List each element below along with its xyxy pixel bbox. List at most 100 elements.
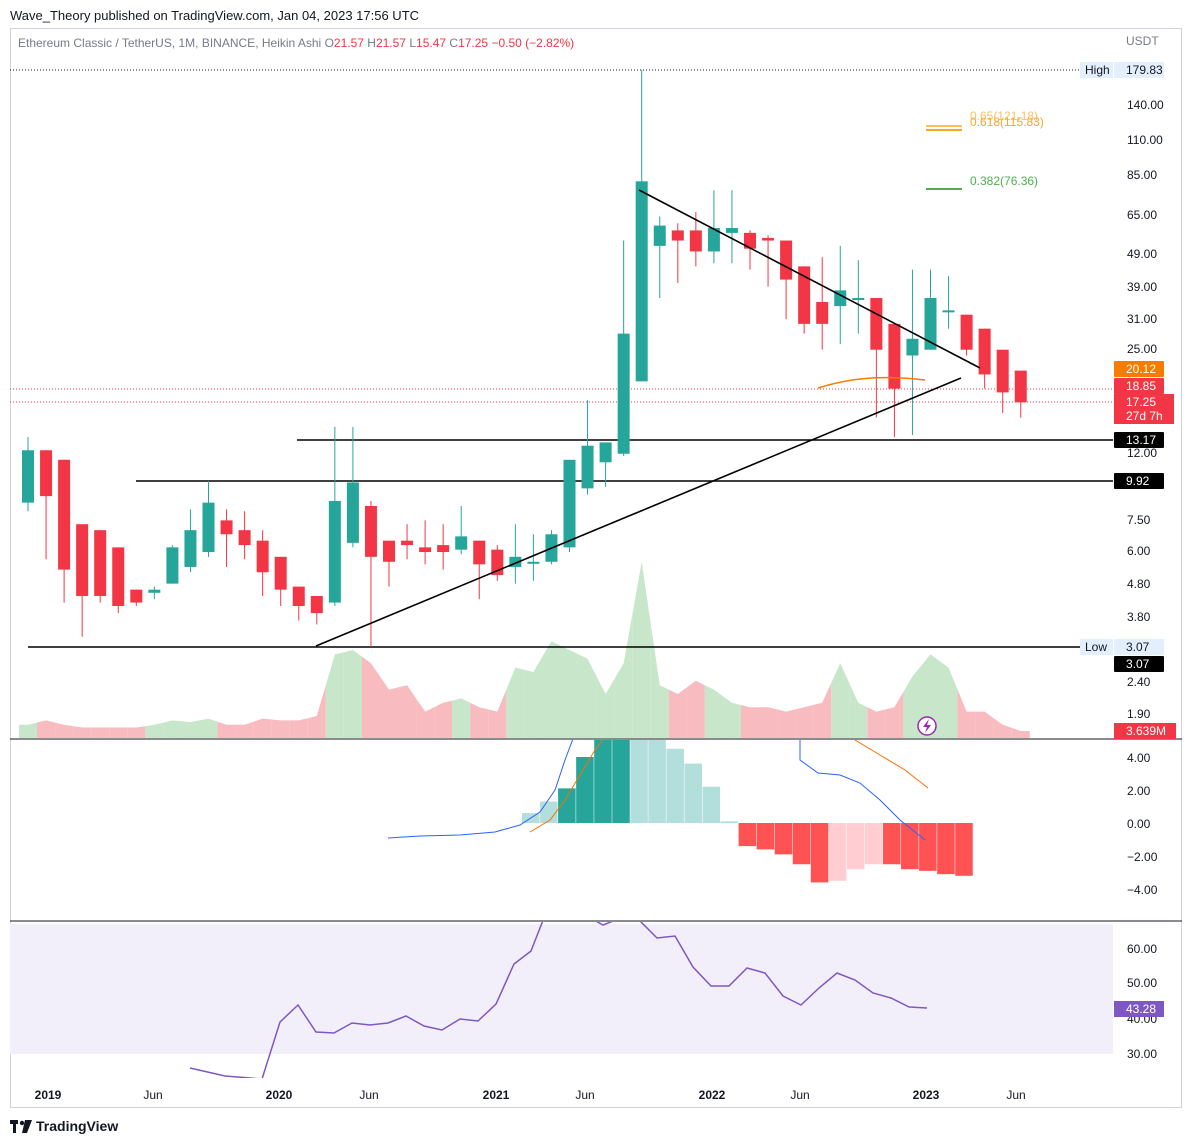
macd-histogram-bar (720, 821, 739, 823)
time-axis-tick: 2019 (35, 1088, 62, 1102)
volume-bar (307, 685, 326, 738)
candle[interactable] (22, 437, 34, 512)
volume-bar (271, 719, 290, 738)
macd-signal-line (529, 740, 929, 833)
candle-body (942, 310, 955, 313)
candle[interactable] (58, 459, 71, 603)
candle[interactable] (978, 328, 991, 389)
macd-histogram-bar (901, 823, 919, 870)
volume-bar (18, 722, 38, 738)
legend-symbol[interactable]: Ethereum Classic / TetherUS, 1M, BINANCE… (18, 36, 322, 50)
candle[interactable] (310, 595, 323, 625)
candle[interactable] (906, 269, 919, 435)
candle-body (906, 338, 919, 356)
ascending-trendline[interactable] (315, 377, 962, 647)
candle-body (455, 536, 468, 550)
price-axis-tick: 6.00 (1127, 544, 1151, 558)
volume-bar (488, 689, 507, 738)
candle[interactable] (148, 586, 161, 600)
candle[interactable] (762, 235, 775, 287)
price-axis-tick: 3.80 (1127, 610, 1151, 624)
candle-body (292, 586, 305, 606)
candle[interactable] (346, 426, 359, 548)
chart-frame (10, 28, 1182, 1108)
candle[interactable] (960, 314, 973, 356)
candle[interactable] (509, 524, 522, 584)
candle[interactable] (40, 450, 53, 560)
legend-open-label: O (324, 36, 334, 50)
level-high-badge-bg (1114, 62, 1164, 78)
candle[interactable] (256, 530, 269, 596)
candle[interactable] (112, 547, 125, 614)
candle[interactable] (798, 266, 811, 334)
candle[interactable] (130, 589, 143, 606)
macd-axis-tick: 4.00 (1127, 751, 1151, 765)
candle[interactable] (473, 540, 486, 600)
volume-bar (668, 687, 687, 738)
candle[interactable] (328, 426, 341, 606)
price-axis-currency: USDT (1126, 34, 1159, 48)
candle[interactable] (653, 216, 666, 299)
candle[interactable] (274, 556, 287, 606)
candle[interactable] (238, 511, 251, 560)
footer-brand[interactable]: TradingView (10, 1118, 118, 1134)
time-axis-tick: 2023 (913, 1088, 940, 1102)
candle[interactable] (635, 69, 648, 382)
candle[interactable] (220, 509, 233, 567)
candle[interactable] (744, 230, 756, 270)
candle[interactable] (689, 212, 702, 267)
macd-histogram-bar (702, 786, 721, 823)
candle[interactable] (852, 260, 865, 334)
macd-histogram-bar (937, 823, 955, 875)
candle[interactable] (780, 240, 793, 320)
candle[interactable] (437, 524, 450, 570)
candle[interactable] (563, 459, 576, 553)
macd-layer (387, 740, 973, 883)
candle[interactable] (870, 298, 883, 418)
candle[interactable] (184, 509, 197, 573)
candle[interactable] (1014, 370, 1027, 418)
macd-histogram-bar (774, 823, 793, 855)
candle[interactable] (383, 540, 395, 587)
candle[interactable] (671, 223, 684, 284)
candle[interactable] (76, 524, 89, 637)
price-axis-tick: 25.00 (1127, 342, 1157, 356)
macd-axis-tick: −2.00 (1127, 850, 1158, 864)
volume-bar (235, 721, 254, 738)
candle[interactable] (166, 545, 179, 584)
macd-histogram-bar (883, 823, 901, 865)
candle[interactable] (401, 524, 414, 560)
candle-body (581, 445, 594, 489)
volume-bar (704, 685, 723, 738)
candle[interactable] (942, 276, 955, 329)
candle[interactable] (996, 349, 1009, 413)
candle-body (978, 328, 991, 375)
candle[interactable] (202, 481, 215, 557)
candle-body (888, 323, 901, 389)
volume-bar (361, 656, 380, 738)
fib-level-label: 0.65(121.18) (970, 109, 1038, 123)
candle[interactable] (707, 190, 720, 264)
candle[interactable] (581, 400, 594, 495)
candle[interactable] (419, 520, 432, 565)
candle[interactable] (94, 530, 107, 603)
candle[interactable] (455, 506, 468, 555)
candle[interactable] (725, 190, 738, 264)
volume-bar (163, 720, 182, 738)
candle-body (653, 225, 666, 246)
candle-body (635, 181, 648, 382)
descending-trendline[interactable] (638, 189, 981, 369)
candle[interactable] (599, 442, 612, 487)
candle[interactable] (816, 257, 829, 350)
candle[interactable] (292, 586, 305, 621)
candle-body (346, 482, 359, 543)
candle[interactable] (527, 534, 540, 581)
candle[interactable] (888, 323, 901, 438)
volume-bar (506, 667, 525, 738)
fib-level-label: 0.618(115.83) (970, 115, 1044, 129)
legend-low-value: 15.47 (416, 36, 447, 50)
candle[interactable] (491, 545, 504, 581)
candle[interactable] (617, 240, 630, 457)
candle[interactable] (924, 269, 937, 350)
